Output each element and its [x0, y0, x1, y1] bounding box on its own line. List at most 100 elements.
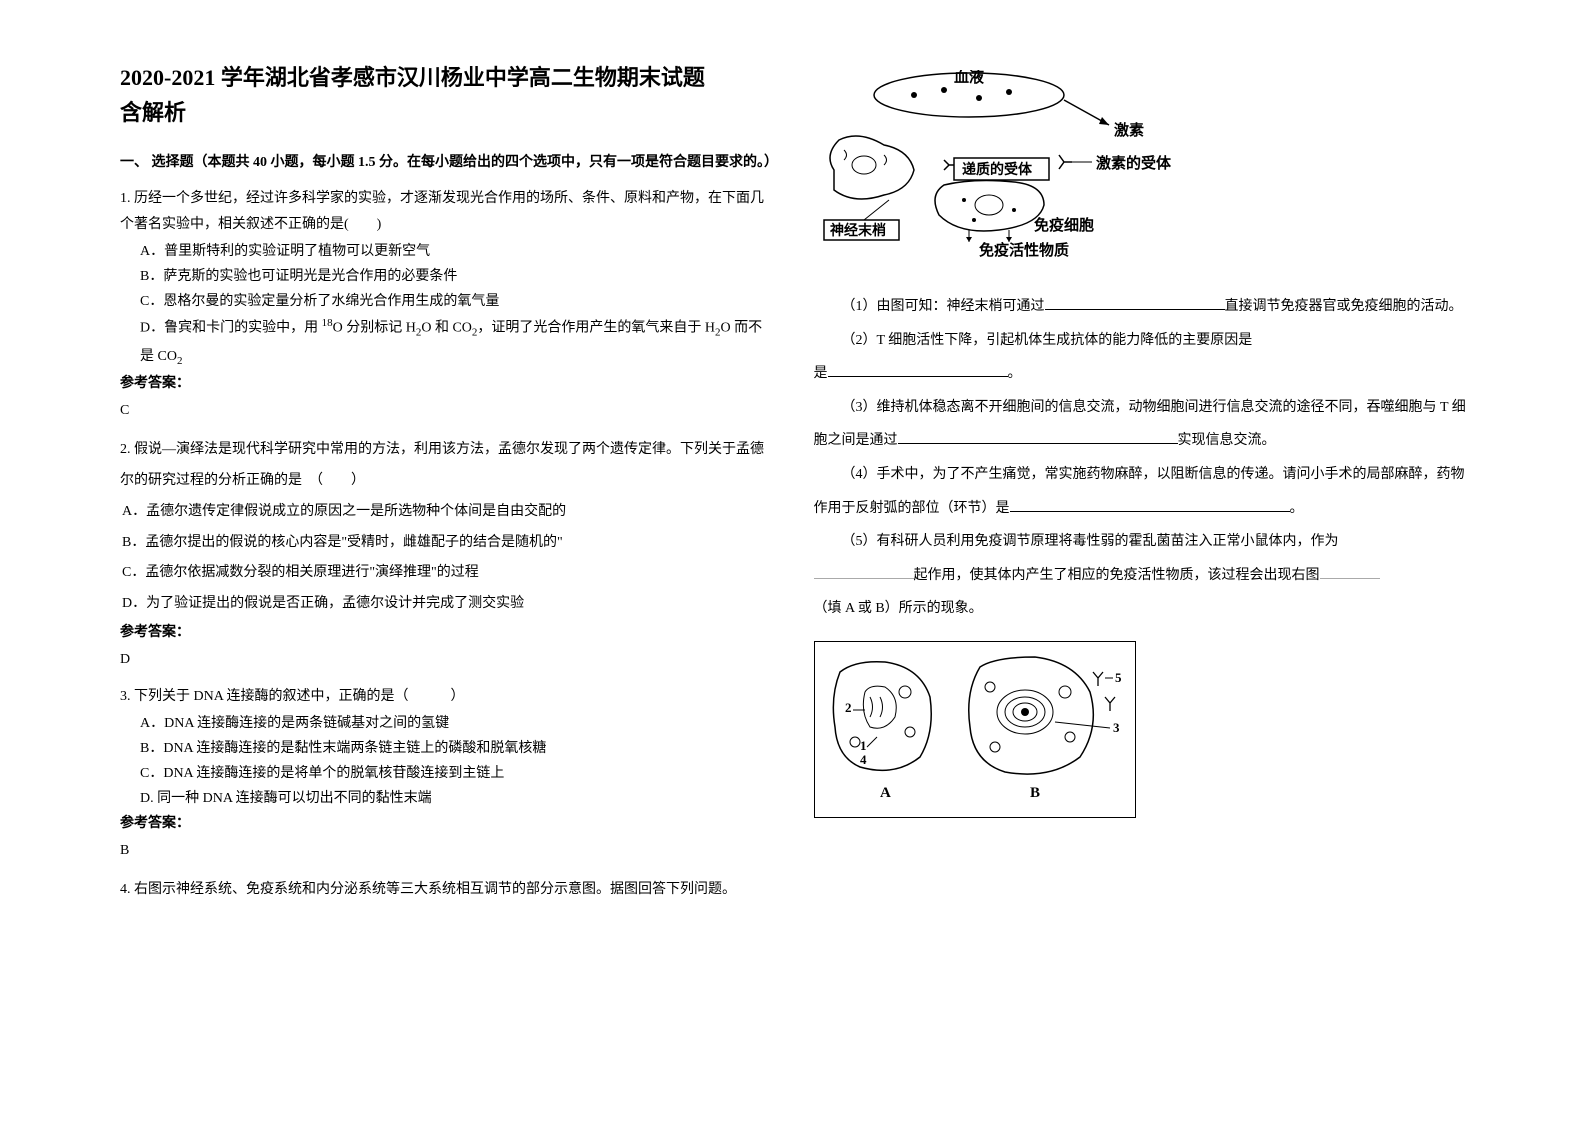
sub2-post: 。 — [1008, 366, 1022, 381]
q3-option-d: D. 同一种 DNA 连接酶可以切出不同的黏性末端 — [120, 786, 774, 811]
detail — [870, 697, 873, 717]
cell-a-membrane — [833, 662, 931, 771]
q3-option-b: B．DNA 连接酶连接的是黏性末端两条链主链上的磷酸和脱氧核糖 — [120, 736, 774, 761]
arrow-head-down — [1006, 237, 1012, 242]
sub2-is: 是 — [814, 366, 828, 381]
blank-5a — [814, 565, 914, 579]
arrow-head-down — [966, 237, 972, 242]
immune-substance-label: 免疫活性物质 — [979, 241, 1069, 259]
cell-a-organelle — [863, 686, 896, 728]
leader — [867, 737, 877, 747]
label-b: B — [1030, 785, 1040, 801]
q3-option-a: A．DNA 连接酶连接的是两条链碱基对之间的氢键 — [120, 711, 774, 736]
detail — [844, 150, 847, 160]
receptor-y — [944, 160, 954, 170]
isotope-18: 18 — [322, 317, 333, 329]
q1-option-c: C．恩格尔曼的实验定量分析了水绵光合作用生成的氧气量 — [120, 289, 774, 314]
antibody-icon — [1105, 697, 1115, 711]
arrow-head — [1099, 117, 1109, 125]
sub4-post: 。 — [1290, 501, 1304, 516]
q4-stem: 4. 右图示神经系统、免疫系统和内分泌系统等三大系统相互调节的部分示意图。据图回… — [120, 875, 774, 906]
sub-q4: （4）手术中，为了不产生痛觉，常实施药物麻醉，以阻断信息的传递。请问小手术的局部… — [814, 458, 1468, 525]
antibody-icon — [1093, 672, 1103, 686]
detail — [880, 697, 883, 717]
dot — [976, 95, 982, 101]
immune-cell-label: 免疫细胞 — [1034, 216, 1094, 234]
q1-d-pre: D．鲁宾和卡门的实验中，用 — [140, 321, 322, 336]
sub3-post: 实现信息交流。 — [1178, 433, 1276, 448]
hormone-receptor-label: 激素的受体 — [1096, 154, 1172, 172]
q3-stem: 3. 下列关于 DNA 连接酶的叙述中，正确的是（ ） — [120, 684, 774, 711]
nerve-cell — [830, 136, 914, 199]
detail — [884, 155, 887, 165]
cell-b-membrane — [968, 657, 1093, 774]
right-column: 血液 激素 递质的受体 激素的受体 — [794, 60, 1488, 1062]
ab-diagram-svg: 2 1 4 A 5 3 B — [815, 642, 1135, 812]
q2-answer-label: 参考答案： — [120, 620, 774, 645]
sub2-pre: （2）T 细胞活性下降，引起机体生成抗体的能力降低的主要原因是 — [842, 333, 1253, 348]
exam-title: 2020-2021 学年湖北省孝感市汉川杨业中学高二生物期末试题 含解析 — [120, 60, 774, 130]
er-center — [1021, 708, 1029, 716]
q1-option-d: D．鲁宾和卡门的实验中，用 18O 分别标记 H2O 和 CO2，证明了光合作用… — [120, 314, 774, 371]
sub-q1: （1）由图可知：神经末梢可通过 直接调节免疫器官或免疫细胞的活动。 — [814, 290, 1468, 324]
q2-option-c: C．孟德尔依据减数分裂的相关原理进行"演绎推理"的过程 — [120, 558, 774, 589]
q1-d-mid: O 分别标记 H — [333, 321, 416, 336]
q2-option-d: D．为了验证提出的假说是否正确，孟德尔设计并完成了测交实验 — [120, 589, 774, 620]
q2-stem: 2. 假说—演绎法是现代科学研究中常用的方法，利用该方法，孟德尔发现了两个遗传定… — [120, 435, 774, 497]
leader — [1055, 722, 1110, 728]
vesicle — [985, 682, 995, 692]
question-1: 1. 历经一个多世纪，经过许多科学家的实验，才逐渐发现光合作用的场所、条件、原料… — [120, 186, 774, 428]
q3-answer-label: 参考答案： — [120, 811, 774, 836]
sub5-mid: 起作用，使其体内产生了相应的免疫活性物质，该过程会出现右图 — [914, 568, 1320, 583]
question-2: 2. 假说—演绎法是现代科学研究中常用的方法，利用该方法，孟德尔发现了两个遗传定… — [120, 435, 774, 676]
q2-option-b: B．孟德尔提出的假说的核心内容是"受精时，雌雄配子的结合是随机的" — [120, 528, 774, 559]
neural-immune-diagram: 血液 激素 递质的受体 激素的受体 — [814, 70, 1468, 270]
immune-nucleus — [975, 195, 1003, 215]
q1-answer-label: 参考答案： — [120, 371, 774, 396]
sub-2d: 2 — [177, 354, 183, 366]
dot — [941, 87, 947, 93]
q2-option-a: A．孟德尔遗传定律假说成立的原因之一是所选物种个体间是自由交配的 — [120, 497, 774, 528]
sub1-post: 直接调节免疫器官或免疫细胞的活动。 — [1225, 299, 1463, 314]
granule — [1012, 208, 1016, 212]
label-5: 5 — [1115, 670, 1122, 685]
sub-q2: （2）T 细胞活性下降，引起机体生成抗体的能力降低的主要原因是是 。 — [814, 324, 1468, 391]
section-header: 一、 选择题（本题共 40 小题，每小题 1.5 分。在每小题给出的四个选项中，… — [120, 150, 774, 175]
dot — [1006, 89, 1012, 95]
nucleus — [852, 156, 876, 174]
q1-d-mid3: ，证明了光合作用产生的氧气来自于 H — [477, 321, 715, 336]
question-3: 3. 下列关于 DNA 连接酶的叙述中，正确的是（ ） A．DNA 连接酶连接的… — [120, 684, 774, 867]
q1-option-a: A．普里斯特利的实验证明了植物可以更新空气 — [120, 239, 774, 264]
granule — [972, 218, 976, 222]
label-2: 2 — [845, 700, 852, 715]
vesicle — [1059, 686, 1071, 698]
blood-label: 血液 — [954, 70, 985, 86]
vesicle — [1065, 732, 1075, 742]
vesicle — [899, 686, 911, 698]
title-line-1: 2020-2021 学年湖北省孝感市汉川杨业中学高二生物期末试题 — [120, 65, 705, 90]
vesicle — [905, 727, 915, 737]
blank-5b — [1320, 565, 1380, 579]
sub-q5: （5）有科研人员利用免疫调节原理将毒性弱的霍乱菌苗注入正常小鼠体内，作为起作用，… — [814, 525, 1468, 626]
immune-cell — [935, 181, 1044, 231]
nerve-ending-label: 神经末梢 — [830, 222, 886, 239]
left-column: 2020-2021 学年湖北省孝感市汉川杨业中学高二生物期末试题 含解析 一、 … — [100, 60, 794, 1062]
vesicle — [850, 737, 860, 747]
label-4: 4 — [860, 752, 867, 767]
label-1: 1 — [860, 738, 867, 753]
label-line — [864, 200, 889, 220]
sub-q3: （3）维持机体稳态离不开细胞间的信息交流，动物细胞间进行信息交流的途径不同，吞噬… — [814, 391, 1468, 458]
diagram-svg: 血液 激素 递质的受体 激素的受体 — [814, 70, 1194, 270]
sub1-pre: （1）由图可知：神经末梢可通过 — [842, 299, 1045, 314]
blank-3 — [898, 430, 1178, 444]
question-4: 4. 右图示神经系统、免疫系统和内分泌系统等三大系统相互调节的部分示意图。据图回… — [120, 875, 774, 906]
q3-option-c: C．DNA 连接酶连接的是将单个的脱氧核苷酸连接到主链上 — [120, 761, 774, 786]
q1-answer: C — [120, 396, 774, 427]
granule — [962, 198, 966, 202]
hormone-label: 激素 — [1114, 121, 1144, 139]
blank-4 — [1010, 498, 1290, 512]
q3-answer: B — [120, 836, 774, 867]
q2-answer: D — [120, 645, 774, 676]
label-a: A — [880, 785, 891, 801]
label-3: 3 — [1113, 720, 1120, 735]
